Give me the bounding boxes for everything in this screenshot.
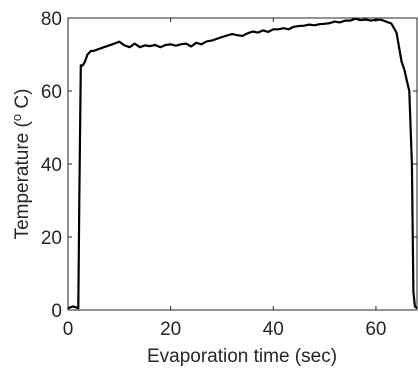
x-tick-label: 40	[263, 319, 284, 340]
y-tick-label: 60	[41, 82, 62, 103]
y-tick-label: 0	[51, 301, 62, 322]
y-tick-label: 80	[41, 9, 62, 30]
plot-area: 0 20 40 60 0 20 40 60 80	[41, 9, 418, 340]
temperature-line	[67, 17, 418, 310]
x-tick-label: 0	[63, 319, 74, 340]
y-axis-label-superscript: o	[9, 114, 24, 121]
ticks: 0 20 40 60 0 20 40 60 80	[41, 9, 417, 340]
y-tick-label: 40	[41, 155, 62, 176]
y-tick-label: 20	[41, 228, 62, 249]
y-axis-label-suffix: C)	[12, 89, 33, 114]
y-axis-label-main: Temperature (	[12, 120, 33, 239]
x-tick-label: 60	[365, 319, 386, 340]
x-tick-label: 20	[160, 319, 181, 340]
y-axis-label: Temperature (o C)	[9, 89, 33, 240]
axes-box	[67, 17, 418, 311]
x-axis-label: Evaporation time (sec)	[147, 346, 337, 367]
